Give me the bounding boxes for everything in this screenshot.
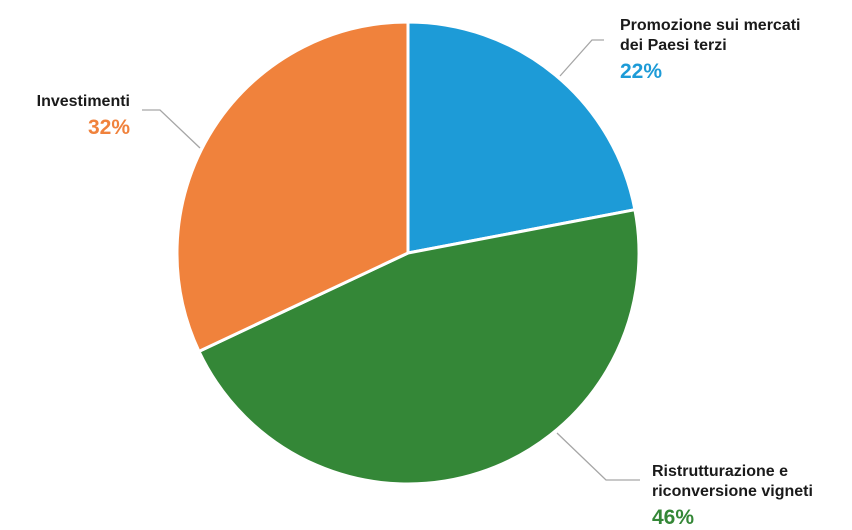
slice-value-investimenti: 32% — [88, 116, 130, 139]
slice-value-ristrutturazione: 46% — [652, 506, 694, 529]
pie-slices — [175, 20, 641, 486]
pie-slice-ristrutturazione — [197, 208, 641, 486]
slice-value-promozione: 22% — [620, 60, 662, 83]
leader-line-promozione — [559, 39, 604, 77]
slice-label-investimenti-line-1: Investimenti — [37, 93, 130, 110]
leader-line-ristrutturazione — [556, 432, 640, 481]
slice-labels: Promozione sui mercati dei Paesi terzi 22%… — [37, 17, 813, 529]
slice-label-promozione-line-1: Promozione sui mercati — [620, 17, 801, 34]
slice-label-ristrutturazione-line-2: riconversione vigneti — [652, 483, 813, 500]
leader-line-investimenti — [142, 109, 201, 149]
pie-slice-promozione — [406, 20, 637, 255]
slice-label-promozione-line-2: dei Paesi terzi — [620, 37, 727, 54]
leader-lines — [142, 39, 640, 481]
slice-label-ristrutturazione-line-1: Ristrutturazione e — [652, 463, 788, 480]
pie-slice-investimenti — [175, 20, 410, 353]
